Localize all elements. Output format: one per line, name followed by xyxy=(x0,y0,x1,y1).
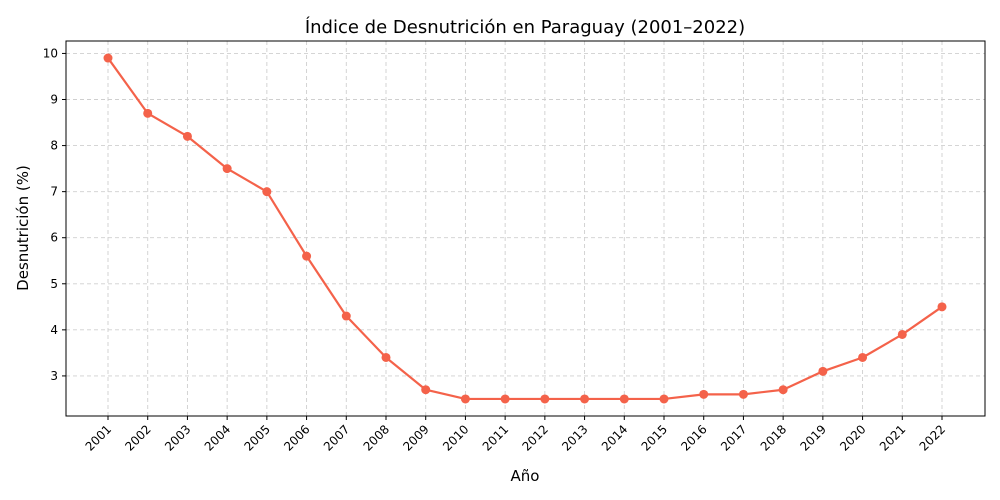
x-tick-label: 2010 xyxy=(440,422,471,453)
y-tick-label: 9 xyxy=(50,93,58,107)
x-tick-label: 2008 xyxy=(361,422,392,453)
data-point xyxy=(421,385,431,395)
data-point xyxy=(619,394,629,404)
y-tick-label: 10 xyxy=(43,46,58,60)
x-tick-label: 2006 xyxy=(281,422,312,453)
x-tick-label: 2017 xyxy=(718,422,749,453)
x-tick-label: 2022 xyxy=(917,422,948,453)
data-point xyxy=(540,394,550,404)
x-tick-label: 2015 xyxy=(639,422,670,453)
data-point xyxy=(182,131,192,141)
x-axis-label: Año xyxy=(511,467,540,485)
x-tick-label: 2020 xyxy=(837,422,868,453)
x-tick-label: 2001 xyxy=(83,422,114,453)
data-point xyxy=(500,394,510,404)
data-point xyxy=(659,394,669,404)
x-tick-label: 2019 xyxy=(797,422,828,453)
chart-title: Índice de Desnutrición en Paraguay (2001… xyxy=(305,16,745,38)
x-tick-label: 2011 xyxy=(480,422,511,453)
x-tick-label: 2021 xyxy=(877,422,908,453)
data-point xyxy=(103,53,113,63)
data-point xyxy=(143,108,153,118)
data-point xyxy=(937,302,947,312)
y-tick-label: 3 xyxy=(50,369,58,383)
data-point xyxy=(460,394,470,404)
series-line xyxy=(107,57,943,401)
y-tick-label: 5 xyxy=(50,277,58,291)
x-tick-label: 2005 xyxy=(241,422,272,453)
data-point xyxy=(580,394,590,404)
data-point xyxy=(699,389,709,399)
x-tick-label: 2002 xyxy=(122,422,153,453)
y-axis-ticks: 3 4 5 6 7 8 9 10 xyxy=(43,46,66,383)
x-axis-ticks: 2001 2002 2003 2004 2005 2006 2007 2008 2009 2010… xyxy=(83,416,948,454)
x-tick-label: 2003 xyxy=(162,422,193,453)
series xyxy=(103,53,947,404)
x-tick-label: 2004 xyxy=(202,422,233,453)
data-point xyxy=(302,251,312,261)
data-point xyxy=(778,385,788,395)
data-point xyxy=(381,352,391,362)
y-axis-label: Desnutrición (%) xyxy=(14,165,32,291)
plot-frame xyxy=(65,40,986,417)
x-tick-label: 2009 xyxy=(400,422,431,453)
x-tick-label: 2016 xyxy=(678,422,709,453)
x-tick-label: 2012 xyxy=(519,422,550,453)
data-point xyxy=(738,389,748,399)
data-point xyxy=(897,329,907,339)
data-point xyxy=(858,352,868,362)
data-point xyxy=(341,311,351,321)
grid xyxy=(66,41,985,416)
data-point xyxy=(818,366,828,376)
data-point xyxy=(222,164,232,174)
x-tick-label: 2014 xyxy=(599,422,630,453)
y-tick-label: 4 xyxy=(50,323,58,337)
y-tick-label: 7 xyxy=(50,185,58,199)
x-tick-label: 2007 xyxy=(321,422,352,453)
x-tick-label: 2018 xyxy=(758,422,789,453)
x-tick-label: 2013 xyxy=(559,422,590,453)
data-point xyxy=(262,187,272,197)
y-tick-label: 6 xyxy=(50,231,58,245)
y-tick-label: 8 xyxy=(50,139,58,153)
